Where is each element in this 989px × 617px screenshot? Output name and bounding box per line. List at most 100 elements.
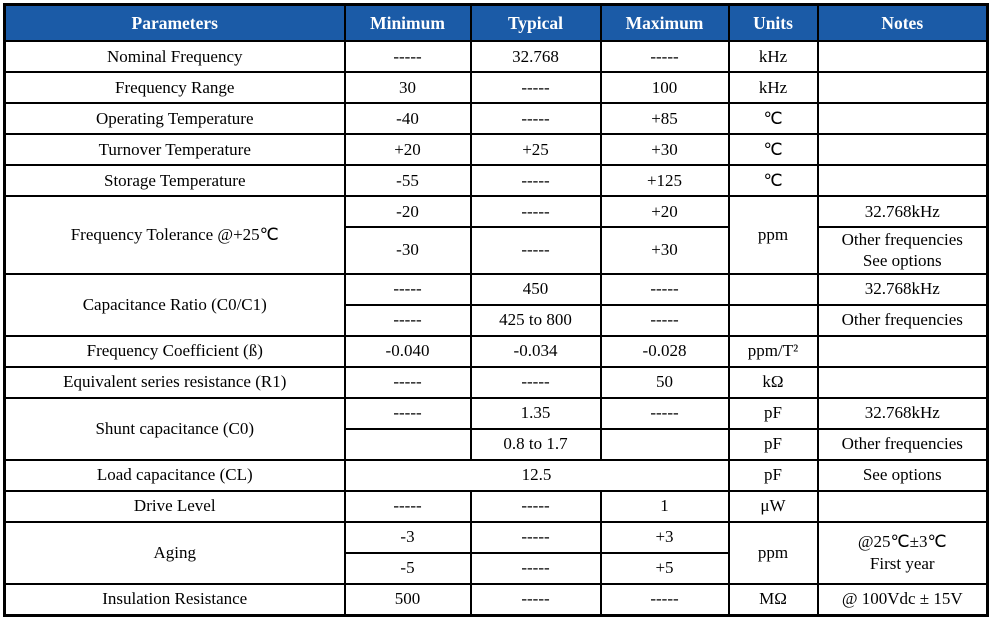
typ-cell: ----- — [469, 489, 602, 523]
notes-cell — [816, 164, 989, 197]
units-cell: pF — [727, 458, 819, 492]
units-cell: MΩ — [727, 582, 819, 616]
param-cell: Frequency Coefficient (ß) — [3, 334, 346, 368]
max-cell: +85 — [599, 102, 730, 135]
typ-cell: +25 — [469, 133, 602, 166]
units-cell: ℃ — [727, 102, 819, 135]
max-cell: 1 — [599, 489, 730, 523]
table-row-frequency-tolerance-2: -30 ----- +30 Other frequencies See opti… — [5, 226, 989, 275]
min-cell: ----- — [343, 489, 472, 523]
value-cell: 12.5 — [343, 458, 730, 492]
param-cell: Shunt capacitance (C0) — [3, 396, 346, 461]
typ-cell: ----- — [469, 71, 602, 104]
notes-cell — [816, 102, 989, 135]
max-cell: ----- — [599, 272, 730, 306]
units-cell: ℃ — [727, 164, 819, 197]
min-cell: 30 — [343, 71, 472, 104]
notes-cell: 32.768kHz — [816, 272, 989, 306]
max-cell: +5 — [599, 551, 730, 585]
param-cell: Drive Level — [3, 489, 346, 523]
table-row-frequency-tolerance-1: Frequency Tolerance @+25℃ -20 ----- +20 … — [3, 195, 989, 275]
param-cell: Operating Temperature — [3, 102, 346, 135]
typ-cell: ----- — [469, 365, 602, 399]
min-cell: -55 — [343, 164, 472, 197]
notes-cell: Other frequencies See options — [816, 226, 989, 275]
typ-cell: ----- — [469, 164, 602, 197]
units-cell — [727, 272, 819, 306]
notes-cell: 32.768kHz — [816, 195, 989, 228]
header-typical: Typical — [469, 3, 602, 42]
notes-cell — [816, 133, 989, 166]
header-row: Parameters Minimum Typical Maximum Units… — [3, 3, 989, 42]
min-cell: ----- — [343, 396, 472, 430]
units-cell: ℃ — [727, 133, 819, 166]
table-row-shunt-capacitance-2: 0.8 to 1.7 pF Other frequencies — [5, 427, 989, 461]
table-row-storage-temperature: Storage Temperature -55 ----- +125 ℃ — [3, 164, 989, 197]
units-cell — [727, 303, 819, 337]
typ-cell: -0.034 — [469, 334, 602, 368]
table-row-aging-2: -5 ----- +5 — [5, 551, 988, 585]
units-cell: pF — [727, 396, 819, 430]
max-cell: +20 — [599, 195, 730, 228]
table-row-aging-1: Aging -3 ----- +3 ppm @25℃±3℃ First year — [3, 520, 989, 585]
units-cell: μW — [727, 489, 819, 523]
min-cell — [343, 427, 472, 461]
notes-cell: 32.768kHz — [816, 396, 989, 430]
param-cell: Capacitance Ratio (C0/C1) — [3, 272, 346, 337]
min-cell: ----- — [343, 272, 472, 306]
typ-cell: ----- — [469, 551, 602, 585]
typ-cell: ----- — [469, 195, 602, 228]
notes-cell: @ 100Vdc ± 15V — [816, 582, 989, 616]
units-cell: ppm — [727, 195, 819, 275]
param-cell: Frequency Tolerance @+25℃ — [3, 195, 346, 275]
notes-cell: Other frequencies — [816, 427, 989, 461]
param-cell: Aging — [3, 520, 346, 585]
header-maximum: Maximum — [599, 3, 730, 42]
min-cell: -5 — [343, 551, 472, 585]
param-cell: Frequency Range — [3, 71, 346, 104]
table-row-capacitance-ratio-2: ----- 425 to 800 ----- Other frequencies — [5, 303, 989, 337]
min-cell: 500 — [343, 582, 472, 616]
min-cell: -0.040 — [343, 334, 472, 368]
typ-cell: 425 to 800 — [469, 303, 602, 337]
header-minimum: Minimum — [343, 3, 472, 42]
table-row-insulation-resistance: Insulation Resistance 500 ----- ----- MΩ… — [3, 582, 989, 616]
table-row-nominal-frequency: Nominal Frequency ----- 32.768 ----- kHz — [3, 40, 989, 73]
notes-cell — [816, 334, 989, 368]
min-cell: +20 — [343, 133, 472, 166]
min-cell: ----- — [343, 40, 472, 73]
min-cell: -20 — [343, 195, 472, 228]
table-row-turnover-temperature: Turnover Temperature +20 +25 +30 ℃ — [3, 133, 989, 166]
max-cell: ----- — [599, 40, 730, 73]
typ-cell: 32.768 — [469, 40, 602, 73]
typ-cell: ----- — [469, 226, 602, 275]
header-units: Units — [727, 3, 819, 42]
spec-table: Parameters Minimum Typical Maximum Units… — [3, 3, 989, 617]
units-cell: ppm — [727, 520, 819, 585]
max-cell: ----- — [599, 396, 730, 430]
units-cell: pF — [727, 427, 819, 461]
units-cell: ppm/T² — [727, 334, 819, 368]
param-cell: Nominal Frequency — [3, 40, 346, 73]
table-row-frequency-coefficient: Frequency Coefficient (ß) -0.040 -0.034 … — [3, 334, 989, 368]
param-cell: Storage Temperature — [3, 164, 346, 197]
notes-cell — [816, 71, 989, 104]
notes-cell: See options — [816, 458, 989, 492]
min-cell: -3 — [343, 520, 472, 554]
typ-cell: ----- — [469, 582, 602, 616]
table-row-equivalent-series-resistance: Equivalent series resistance (R1) ----- … — [3, 365, 989, 399]
param-cell: Turnover Temperature — [3, 133, 346, 166]
table-row-frequency-range: Frequency Range 30 ----- 100 kHz — [3, 71, 989, 104]
param-cell: Insulation Resistance — [3, 582, 346, 616]
param-cell: Equivalent series resistance (R1) — [3, 365, 346, 399]
notes-cell: @25℃±3℃ First year — [816, 520, 989, 585]
max-cell: +30 — [599, 133, 730, 166]
header-notes: Notes — [816, 3, 989, 42]
max-cell: -0.028 — [599, 334, 730, 368]
header-parameters: Parameters — [3, 3, 346, 42]
notes-cell — [816, 40, 989, 73]
units-cell: kΩ — [727, 365, 819, 399]
typ-cell: 450 — [469, 272, 602, 306]
max-cell: +125 — [599, 164, 730, 197]
max-cell: 100 — [599, 71, 730, 104]
